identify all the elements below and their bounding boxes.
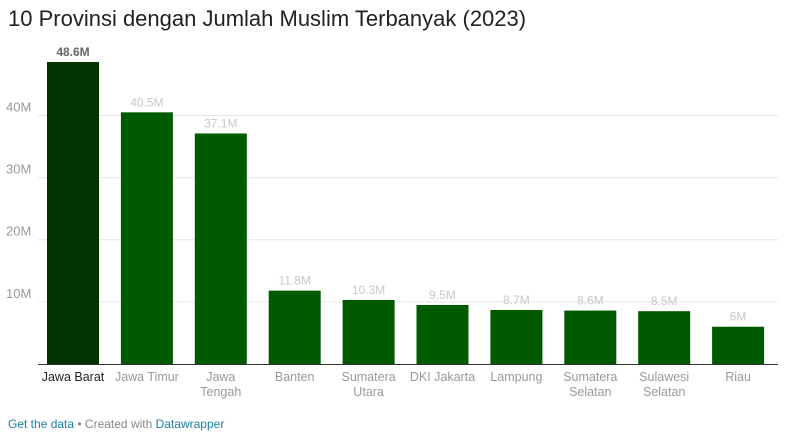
x-tick-label: Sumatera Selatan	[563, 370, 617, 399]
bar	[194, 133, 247, 364]
bar-value-label: 8.7M	[503, 293, 530, 307]
bar-value-label: 40.5M	[130, 95, 163, 109]
bar	[416, 304, 469, 364]
datawrapper-link[interactable]: Datawrapper	[155, 417, 225, 431]
bar	[712, 326, 765, 364]
bar-value-label: 48.6M	[56, 45, 89, 59]
bar-value-label: 9.5M	[429, 288, 456, 302]
bar-value-label: 10.3M	[352, 283, 385, 297]
bar	[268, 290, 321, 364]
get-data-link[interactable]: Get the data	[8, 417, 75, 431]
footer: Get the data • Created with Datawrapper	[8, 417, 224, 431]
y-tick-label: 40M	[6, 99, 31, 114]
x-tick-label: Jawa Tengah	[200, 370, 241, 399]
x-tick-label: DKI Jakarta	[410, 370, 475, 384]
bars	[47, 62, 765, 364]
y-tick-label: 10M	[6, 286, 31, 301]
x-tick-label: Sumatera Utara	[341, 370, 395, 399]
x-tick-label: Lampung	[490, 370, 542, 384]
chart-title: 10 Provinsi dengan Jumlah Muslim Terbany…	[8, 6, 527, 31]
value-labels: 48.6M 40.5M 37.1M 11.8M 10.3M 9.5M 8.7M 8.6M 8.5…	[56, 45, 746, 324]
bar-value-label: 6M	[730, 310, 747, 324]
category-labels: Jawa Barat Jawa Timur Jawa Tengah Banten Suma…	[42, 370, 751, 399]
bar	[638, 311, 691, 364]
bar	[47, 62, 99, 364]
x-tick-label: Jawa Timur	[115, 370, 179, 384]
y-tick-label: 20M	[6, 224, 31, 239]
x-tick-label: Jawa Barat	[42, 370, 105, 384]
bar-value-label: 8.6M	[577, 294, 604, 308]
bar-value-label: 37.1M	[204, 116, 237, 130]
x-tick-label: Riau	[725, 370, 751, 384]
bar-value-label: 11.8M	[278, 274, 310, 288]
bar	[342, 299, 395, 364]
x-tick-label: Banten	[275, 370, 315, 384]
bar	[120, 112, 173, 364]
bar-value-label: 8.5M	[651, 294, 678, 308]
bar	[490, 309, 543, 364]
x-tick-label: Sulawesi Selatan	[639, 370, 689, 399]
bar	[564, 310, 617, 364]
footer-credit-text: • Created with	[74, 417, 156, 431]
y-tick-label: 30M	[6, 162, 31, 177]
